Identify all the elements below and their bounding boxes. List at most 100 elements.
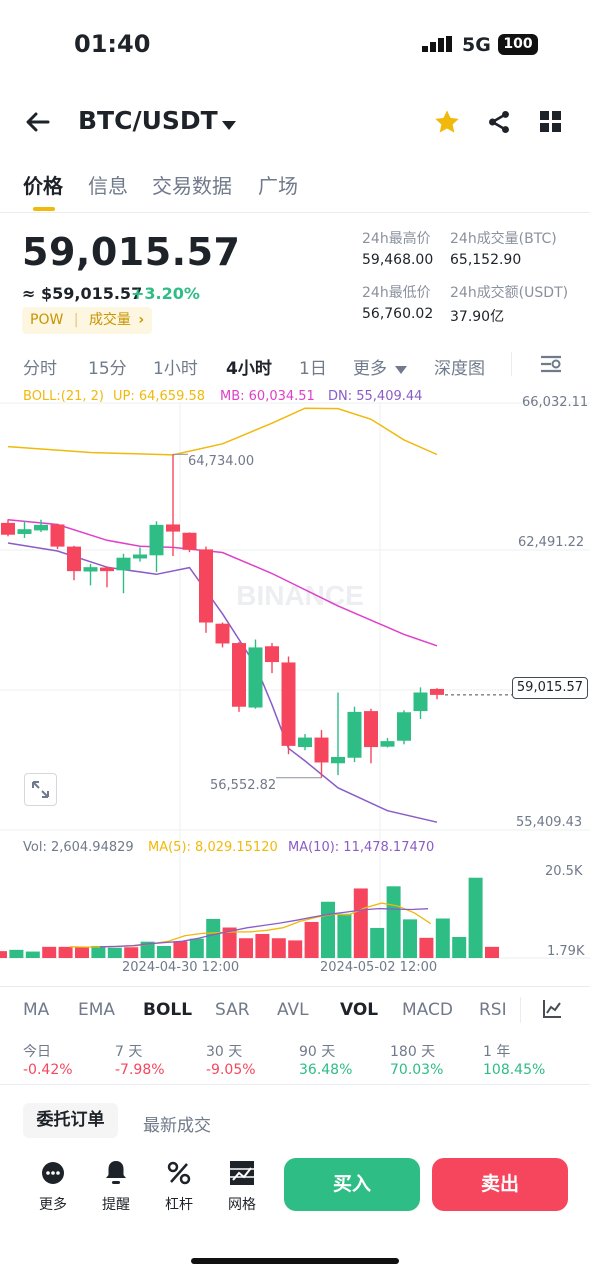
candle-body-21 — [347, 711, 362, 758]
indicator-rsi[interactable]: RSI — [479, 1000, 507, 1020]
dock-more-label[interactable]: 更多 — [39, 1197, 67, 1213]
pair-title[interactable]: BTC/USDT — [78, 106, 218, 135]
perf-value-7d: -7.98% — [115, 1062, 165, 1078]
volume-bar-30 — [485, 946, 499, 958]
candle-body-22 — [364, 711, 378, 748]
percent-icon[interactable] — [167, 1161, 191, 1189]
grid-bot-icon[interactable] — [229, 1160, 255, 1190]
volume-bar-11 — [173, 941, 188, 958]
tab-orders[interactable]: 委托订单 — [23, 1103, 118, 1138]
interval-1d[interactable]: 1日 — [299, 359, 327, 379]
boll-upper-line — [7, 407, 438, 456]
fullscreen-icon[interactable] — [24, 773, 57, 806]
boll-dn: DN: 55,409.44 — [328, 389, 423, 404]
interval-depth[interactable]: 深度图 — [434, 359, 485, 379]
tags-chip[interactable]: POW | 成交量 › — [22, 307, 153, 334]
volume-bar-6 — [91, 945, 106, 958]
price-chart[interactable]: BINANCE — [0, 0, 590, 990]
candle-body-11 — [182, 532, 197, 550]
candle-body-4 — [67, 546, 81, 572]
current-price-label: 59,015.57 — [512, 677, 588, 699]
boll-label: BOLL:(21, 2) — [23, 389, 105, 404]
candle-body-25 — [413, 692, 428, 712]
perf-label-30d: 30 天 — [206, 1044, 243, 1060]
divider — [0, 986, 590, 987]
tab-square[interactable]: 广场 — [258, 174, 298, 198]
vol-axis-bottom: 1.79K — [547, 944, 585, 959]
volume-bar-18 — [288, 940, 303, 958]
boll-up: UP: 64,659.58 — [113, 389, 206, 404]
volume-bar-16 — [255, 933, 270, 958]
volume-bar-5 — [75, 947, 89, 958]
more-caret-icon — [395, 360, 407, 379]
indicator-ma[interactable]: MA — [23, 1000, 50, 1020]
vol-btc-label: 24h成交量(BTC) — [450, 231, 557, 247]
candle-body-2 — [34, 524, 48, 531]
dock-margin-label[interactable]: 杠杆 — [165, 1197, 193, 1213]
volume-bar-29 — [468, 877, 483, 958]
volume-bar-1 — [9, 949, 24, 958]
interval-line[interactable]: 分时 — [23, 359, 57, 379]
tab-info[interactable]: 信息 — [88, 174, 128, 198]
indicator-macd[interactable]: MACD — [402, 1000, 453, 1020]
volume-bar-28 — [452, 936, 467, 958]
volume-ma10-line — [99, 907, 429, 948]
chart-settings-icon[interactable] — [540, 354, 562, 378]
boll-middle-line — [7, 518, 438, 647]
perf-value-90d: 36.48% — [299, 1062, 353, 1078]
volume-bar-19 — [304, 921, 319, 958]
interval-4h[interactable]: 4小时 — [226, 359, 272, 379]
indicator-sar[interactable]: SAR — [215, 1000, 250, 1020]
vol-label: Vol: 2,604.94829 — [23, 840, 134, 855]
interval-15m[interactable]: 15分 — [88, 359, 127, 379]
volume-bar-9 — [140, 941, 155, 958]
volume-bar-23 — [370, 927, 385, 958]
indicator-boll[interactable]: BOLL — [143, 1000, 193, 1020]
home-indicator[interactable] — [191, 1258, 399, 1264]
grid-menu-icon[interactable] — [540, 111, 562, 137]
volume-bar-2 — [25, 951, 40, 958]
interval-more[interactable]: 更多 — [353, 359, 387, 379]
star-icon[interactable] — [433, 108, 461, 140]
buy-button[interactable]: 买入 — [284, 1158, 420, 1211]
perf-label-180d: 180 天 — [390, 1044, 436, 1060]
approx-price: ≈ $59,015.57 — [22, 284, 143, 303]
more-icon[interactable] — [41, 1161, 65, 1189]
candle-body-5 — [83, 567, 98, 572]
volume-bar-22 — [353, 888, 368, 958]
interval-1h[interactable]: 1小时 — [153, 359, 198, 379]
indicator-ema[interactable]: EMA — [78, 1000, 116, 1020]
tag-pow: POW — [30, 312, 64, 328]
signal-icon — [422, 36, 456, 56]
high-label: 24h最高价 — [362, 231, 431, 247]
vol-btc-value: 65,152.90 — [450, 252, 522, 268]
share-icon[interactable] — [486, 109, 512, 139]
dropdown-caret-icon[interactable] — [222, 116, 236, 135]
candle-body-23 — [380, 741, 395, 747]
tab-trading-data[interactable]: 交易数据 — [152, 174, 232, 198]
active-tab-underline — [33, 207, 55, 211]
tab-price[interactable]: 价格 — [23, 174, 63, 198]
vol-axis-top: 20.5K — [545, 864, 583, 879]
candle-body-9 — [149, 524, 164, 556]
high-annotation: 64,734.00 — [188, 454, 255, 469]
volume-bar-12 — [189, 938, 204, 958]
indicator-vol[interactable]: VOL — [340, 1000, 379, 1020]
perf-label-7d: 7 天 — [115, 1044, 143, 1060]
tab-latest-trades[interactable]: 最新成交 — [143, 1116, 211, 1136]
indicator-avl[interactable]: AVL — [277, 1000, 309, 1020]
price-axis-bottom: 55,409.43 — [516, 815, 583, 830]
bell-icon[interactable] — [104, 1159, 128, 1189]
candle-body-19 — [314, 737, 329, 763]
indicator-settings-icon[interactable] — [542, 999, 562, 1023]
sell-button[interactable]: 卖出 — [432, 1158, 568, 1211]
dock-alert-label[interactable]: 提醒 — [102, 1197, 130, 1213]
volume-bar-26 — [419, 937, 434, 958]
vol-ma10: MA(10): 11,478.17470 — [288, 840, 435, 855]
candle-body-3 — [50, 524, 65, 547]
back-arrow-icon[interactable] — [24, 108, 52, 140]
time-axis-1: 2024-04-30 12:00 — [122, 960, 240, 975]
last-price: 59,015.57 — [22, 230, 241, 274]
dock-grid-label[interactable]: 网格 — [228, 1197, 256, 1213]
status-time: 01:40 — [74, 30, 151, 58]
